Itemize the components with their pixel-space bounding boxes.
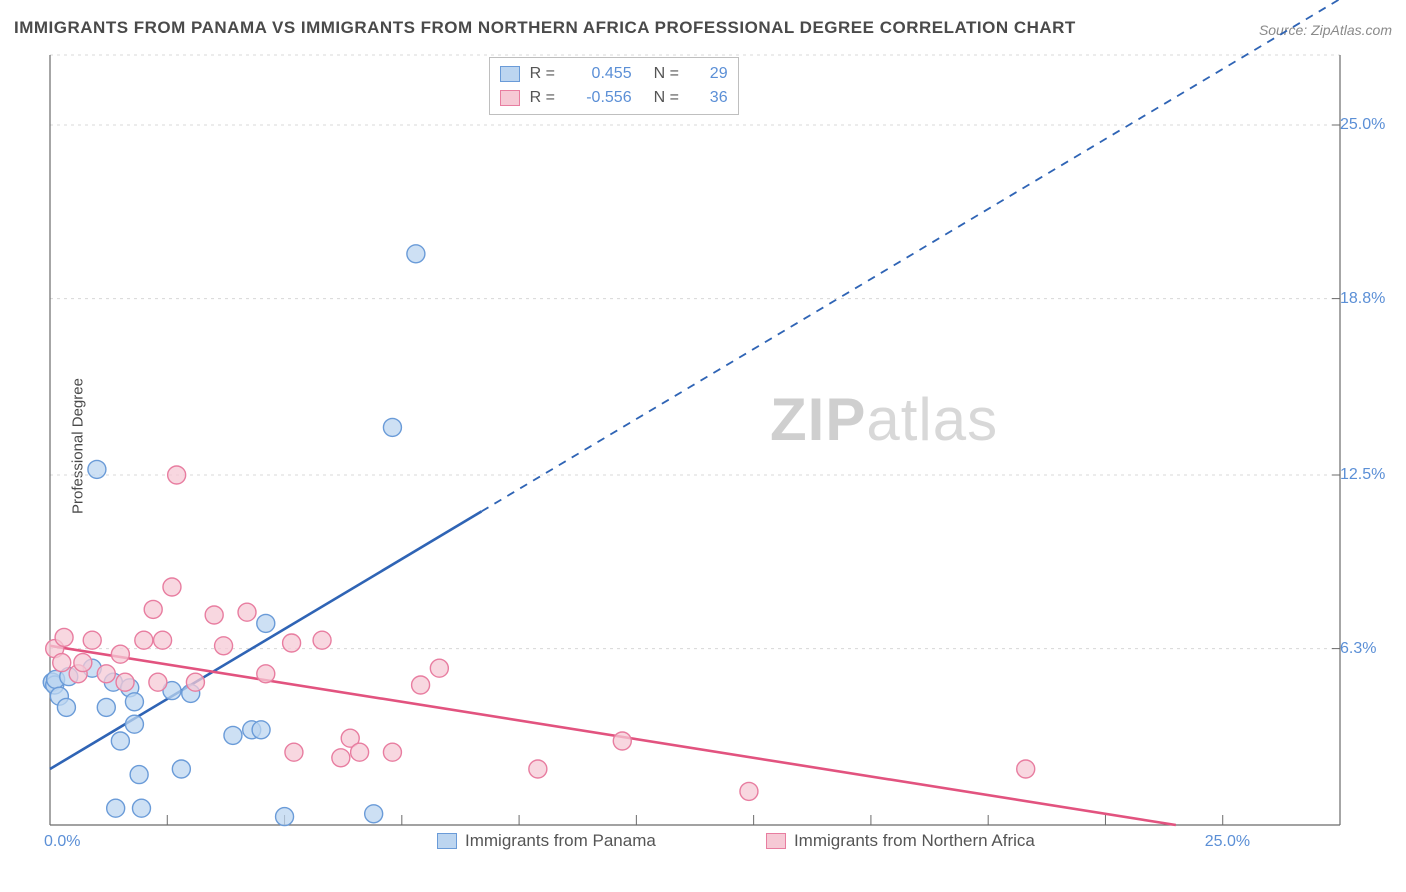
y-tick-label: 25.0% [1340,116,1390,134]
legend-bottom-swatch-nafrica [766,833,786,849]
legend-correlation: R = 0.455 N = 29 R = -0.556 N = 36 [489,57,739,115]
legend-bottom-nafrica: Immigrants from Northern Africa [766,831,1035,851]
legend-n-value-nafrica: 36 [698,89,728,107]
plot-area: ZIPatlas R =0.455N =29R =-0.556N =36 Imm… [50,55,1340,825]
source-label: Source: ZipAtlas.com [1259,22,1392,38]
legend-bottom-label-nafrica: Immigrants from Northern Africa [794,831,1035,851]
y-tick-label: 6.3% [1340,640,1390,658]
legend-bottom-label-panama: Immigrants from Panama [465,831,656,851]
legend-row-nafrica: R = -0.556 N = 36 [500,86,728,110]
legend-n-value-panama: 29 [698,65,728,83]
legend-row-panama: R = 0.455 N = 29 [500,62,728,86]
legend-n-label: N = [654,89,688,107]
y-tick-label: 18.8% [1340,290,1390,308]
legend-r-label: R = [530,65,564,83]
x-tick-label: 25.0% [1205,833,1250,851]
legend-swatch-nafrica [500,90,520,106]
legend-r-label: R = [530,89,564,107]
chart-title: IMMIGRANTS FROM PANAMA VS IMMIGRANTS FRO… [14,18,1076,38]
y-tick-label: 12.5% [1340,466,1390,484]
legend-r-value-panama: 0.455 [574,65,632,83]
legend-bottom-swatch-panama [437,833,457,849]
legend-swatch-panama [500,66,520,82]
legend-n-label: N = [654,65,688,83]
x-tick-label: 0.0% [44,833,80,851]
legend-bottom-panama: Immigrants from Panama [437,831,656,851]
legend-r-value-nafrica: -0.556 [574,89,632,107]
chart-svg [50,55,1340,825]
